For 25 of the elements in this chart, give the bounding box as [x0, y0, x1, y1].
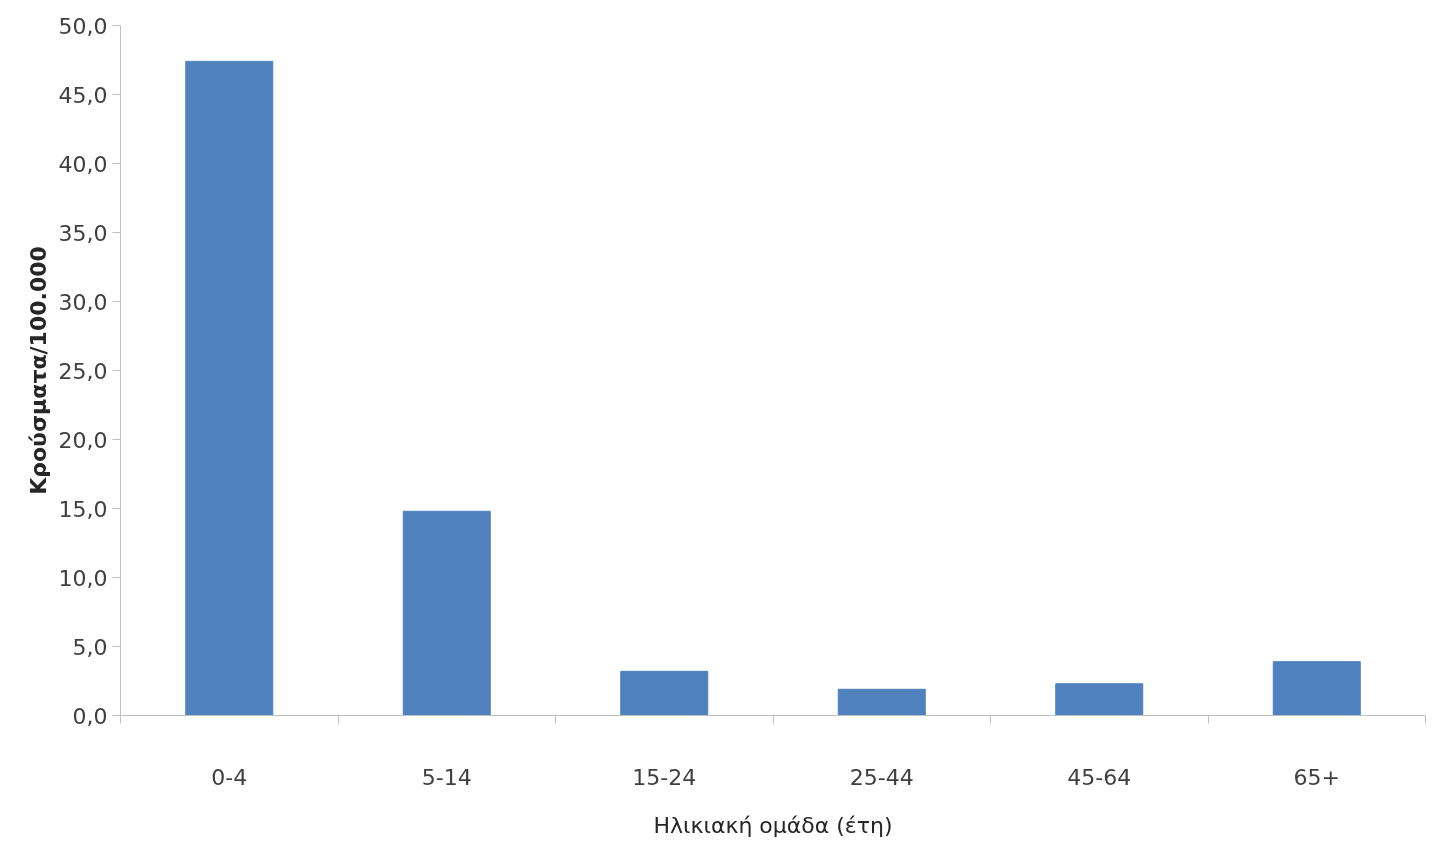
x-tick-label: 25-44 — [849, 764, 914, 790]
y-axis-title: Κρούσματα/100.000 — [25, 246, 51, 495]
y-tick-label: 25,0 — [58, 358, 108, 384]
bar — [1055, 683, 1144, 716]
bar — [837, 688, 926, 716]
y-tick-label: 50,0 — [58, 13, 108, 39]
y-tick-label: 10,0 — [58, 565, 108, 591]
y-tick-label: 15,0 — [58, 496, 108, 522]
y-tick-label: 45,0 — [58, 82, 108, 108]
bar — [1272, 661, 1361, 716]
bar — [185, 60, 274, 716]
bar — [620, 670, 709, 716]
x-tick-label: 5-14 — [421, 764, 472, 790]
x-tick-label: 0-4 — [211, 764, 248, 790]
bar — [402, 510, 491, 716]
y-tick-label: 5,0 — [72, 634, 108, 660]
y-tick-label: 35,0 — [58, 220, 108, 246]
x-tick-label: 65+ — [1293, 764, 1340, 790]
x-tick-label: 45-64 — [1067, 764, 1132, 790]
y-tick-label: 30,0 — [58, 289, 108, 315]
x-axis-title: Ηλικιακή ομάδα (έτη) — [653, 812, 893, 838]
x-tick-label: 15-24 — [632, 764, 697, 790]
y-tick-label: 0,0 — [72, 703, 108, 729]
y-tick-label: 40,0 — [58, 151, 108, 177]
y-tick-label: 20,0 — [58, 427, 108, 453]
